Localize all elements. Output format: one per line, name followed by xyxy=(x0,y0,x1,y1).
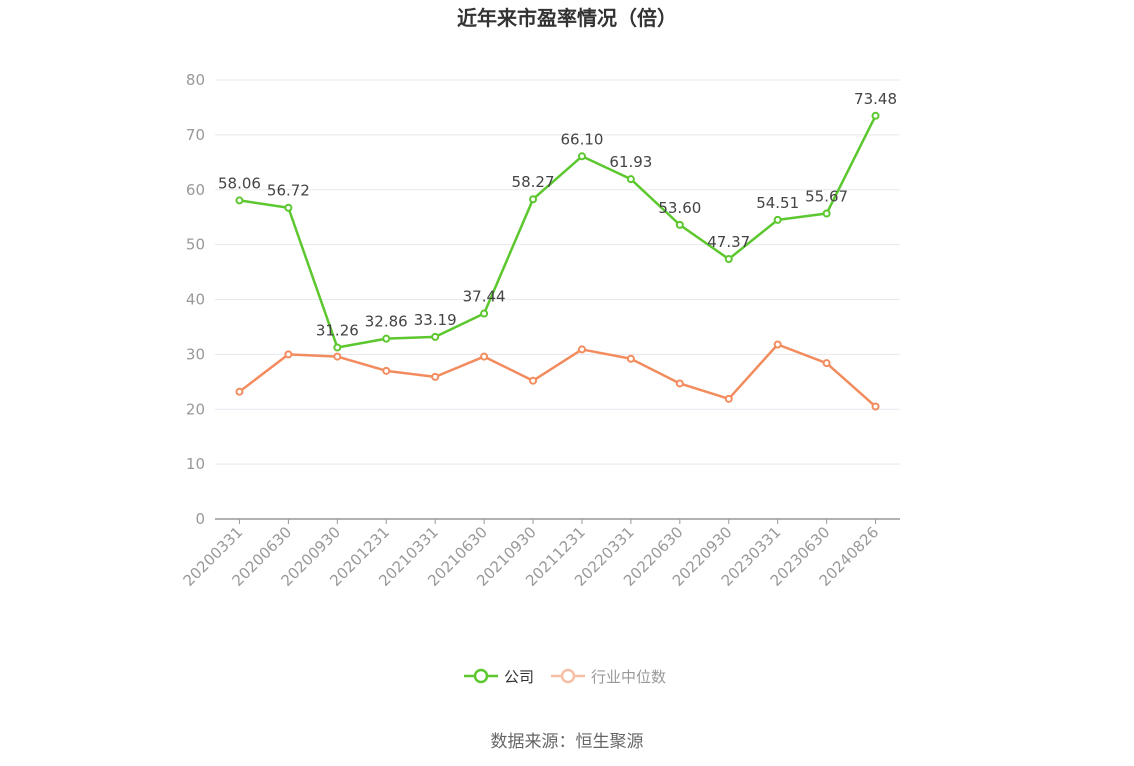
series-line xyxy=(239,115,877,349)
series-group: 58.06 56.72 31.26 32.86 33.19 37.44 58.27 66.10… xyxy=(218,90,897,411)
data-point[interactable] xyxy=(675,379,684,388)
data-label: 55.67 xyxy=(805,188,848,206)
y-tick-label: 10 xyxy=(186,455,205,473)
y-tick-label: 40 xyxy=(186,291,205,309)
data-point[interactable] xyxy=(773,215,782,224)
data-label: 31.26 xyxy=(316,321,359,339)
data-label: 47.37 xyxy=(707,233,750,251)
data-label: 53.60 xyxy=(658,199,701,217)
data-point[interactable] xyxy=(773,340,782,349)
source-note: 数据来源：恒生聚源 xyxy=(491,732,644,752)
data-point[interactable] xyxy=(724,394,733,403)
data-point[interactable] xyxy=(333,343,342,352)
y-tick-label: 70 xyxy=(186,126,205,144)
data-point[interactable] xyxy=(431,332,440,341)
data-point[interactable] xyxy=(822,359,831,368)
data-point[interactable] xyxy=(626,175,635,184)
data-label: 54.51 xyxy=(756,194,799,212)
y-tick-label: 0 xyxy=(195,510,205,528)
series-line xyxy=(238,343,877,408)
data-label: 37.44 xyxy=(463,288,506,306)
data-point[interactable] xyxy=(871,111,880,120)
data-point[interactable] xyxy=(382,334,391,343)
chart-title: 近年来市盈率情况（倍） xyxy=(457,6,677,30)
data-point[interactable] xyxy=(333,352,342,361)
data-label: 33.19 xyxy=(414,311,457,329)
data-point[interactable] xyxy=(480,352,489,361)
data-label: 66.10 xyxy=(560,130,603,148)
x-axis: 2020033120200630202009302020123120210331… xyxy=(180,518,900,590)
y-tick-label: 20 xyxy=(186,400,205,418)
y-tick-label: 50 xyxy=(186,236,205,254)
y-axis-ticks: 0 10 20 30 40 50 60 70 80 xyxy=(186,71,205,528)
data-label: 61.93 xyxy=(609,153,652,171)
data-label: 73.48 xyxy=(854,90,897,108)
data-point[interactable] xyxy=(577,345,586,354)
data-point[interactable] xyxy=(675,220,684,229)
data-point[interactable] xyxy=(724,255,733,264)
data-point[interactable] xyxy=(626,354,635,363)
data-label: 58.06 xyxy=(218,174,261,192)
data-point[interactable] xyxy=(529,195,538,204)
legend-marker[interactable] xyxy=(473,668,489,684)
data-point[interactable] xyxy=(577,152,586,161)
data-point[interactable] xyxy=(235,196,244,205)
data-point[interactable] xyxy=(284,350,293,359)
grid-lines xyxy=(215,79,900,465)
legend-label[interactable]: 行业中位数 xyxy=(591,668,666,686)
legend: 公司 行业中位数 xyxy=(464,668,666,686)
y-tick-label: 80 xyxy=(186,71,205,89)
y-tick-label: 30 xyxy=(186,345,205,363)
data-point[interactable] xyxy=(235,387,244,396)
data-label: 32.86 xyxy=(365,313,408,331)
legend-marker[interactable] xyxy=(560,668,576,684)
data-point[interactable] xyxy=(480,309,489,318)
data-point[interactable] xyxy=(529,376,538,385)
data-point[interactable] xyxy=(822,209,831,218)
legend-label[interactable]: 公司 xyxy=(504,668,534,686)
data-point[interactable] xyxy=(431,372,440,381)
data-label: 58.27 xyxy=(512,173,555,191)
data-point[interactable] xyxy=(284,203,293,212)
data-point[interactable] xyxy=(382,366,391,375)
data-label: 56.72 xyxy=(267,182,310,200)
data-point[interactable] xyxy=(871,402,880,411)
y-tick-label: 60 xyxy=(186,181,205,199)
